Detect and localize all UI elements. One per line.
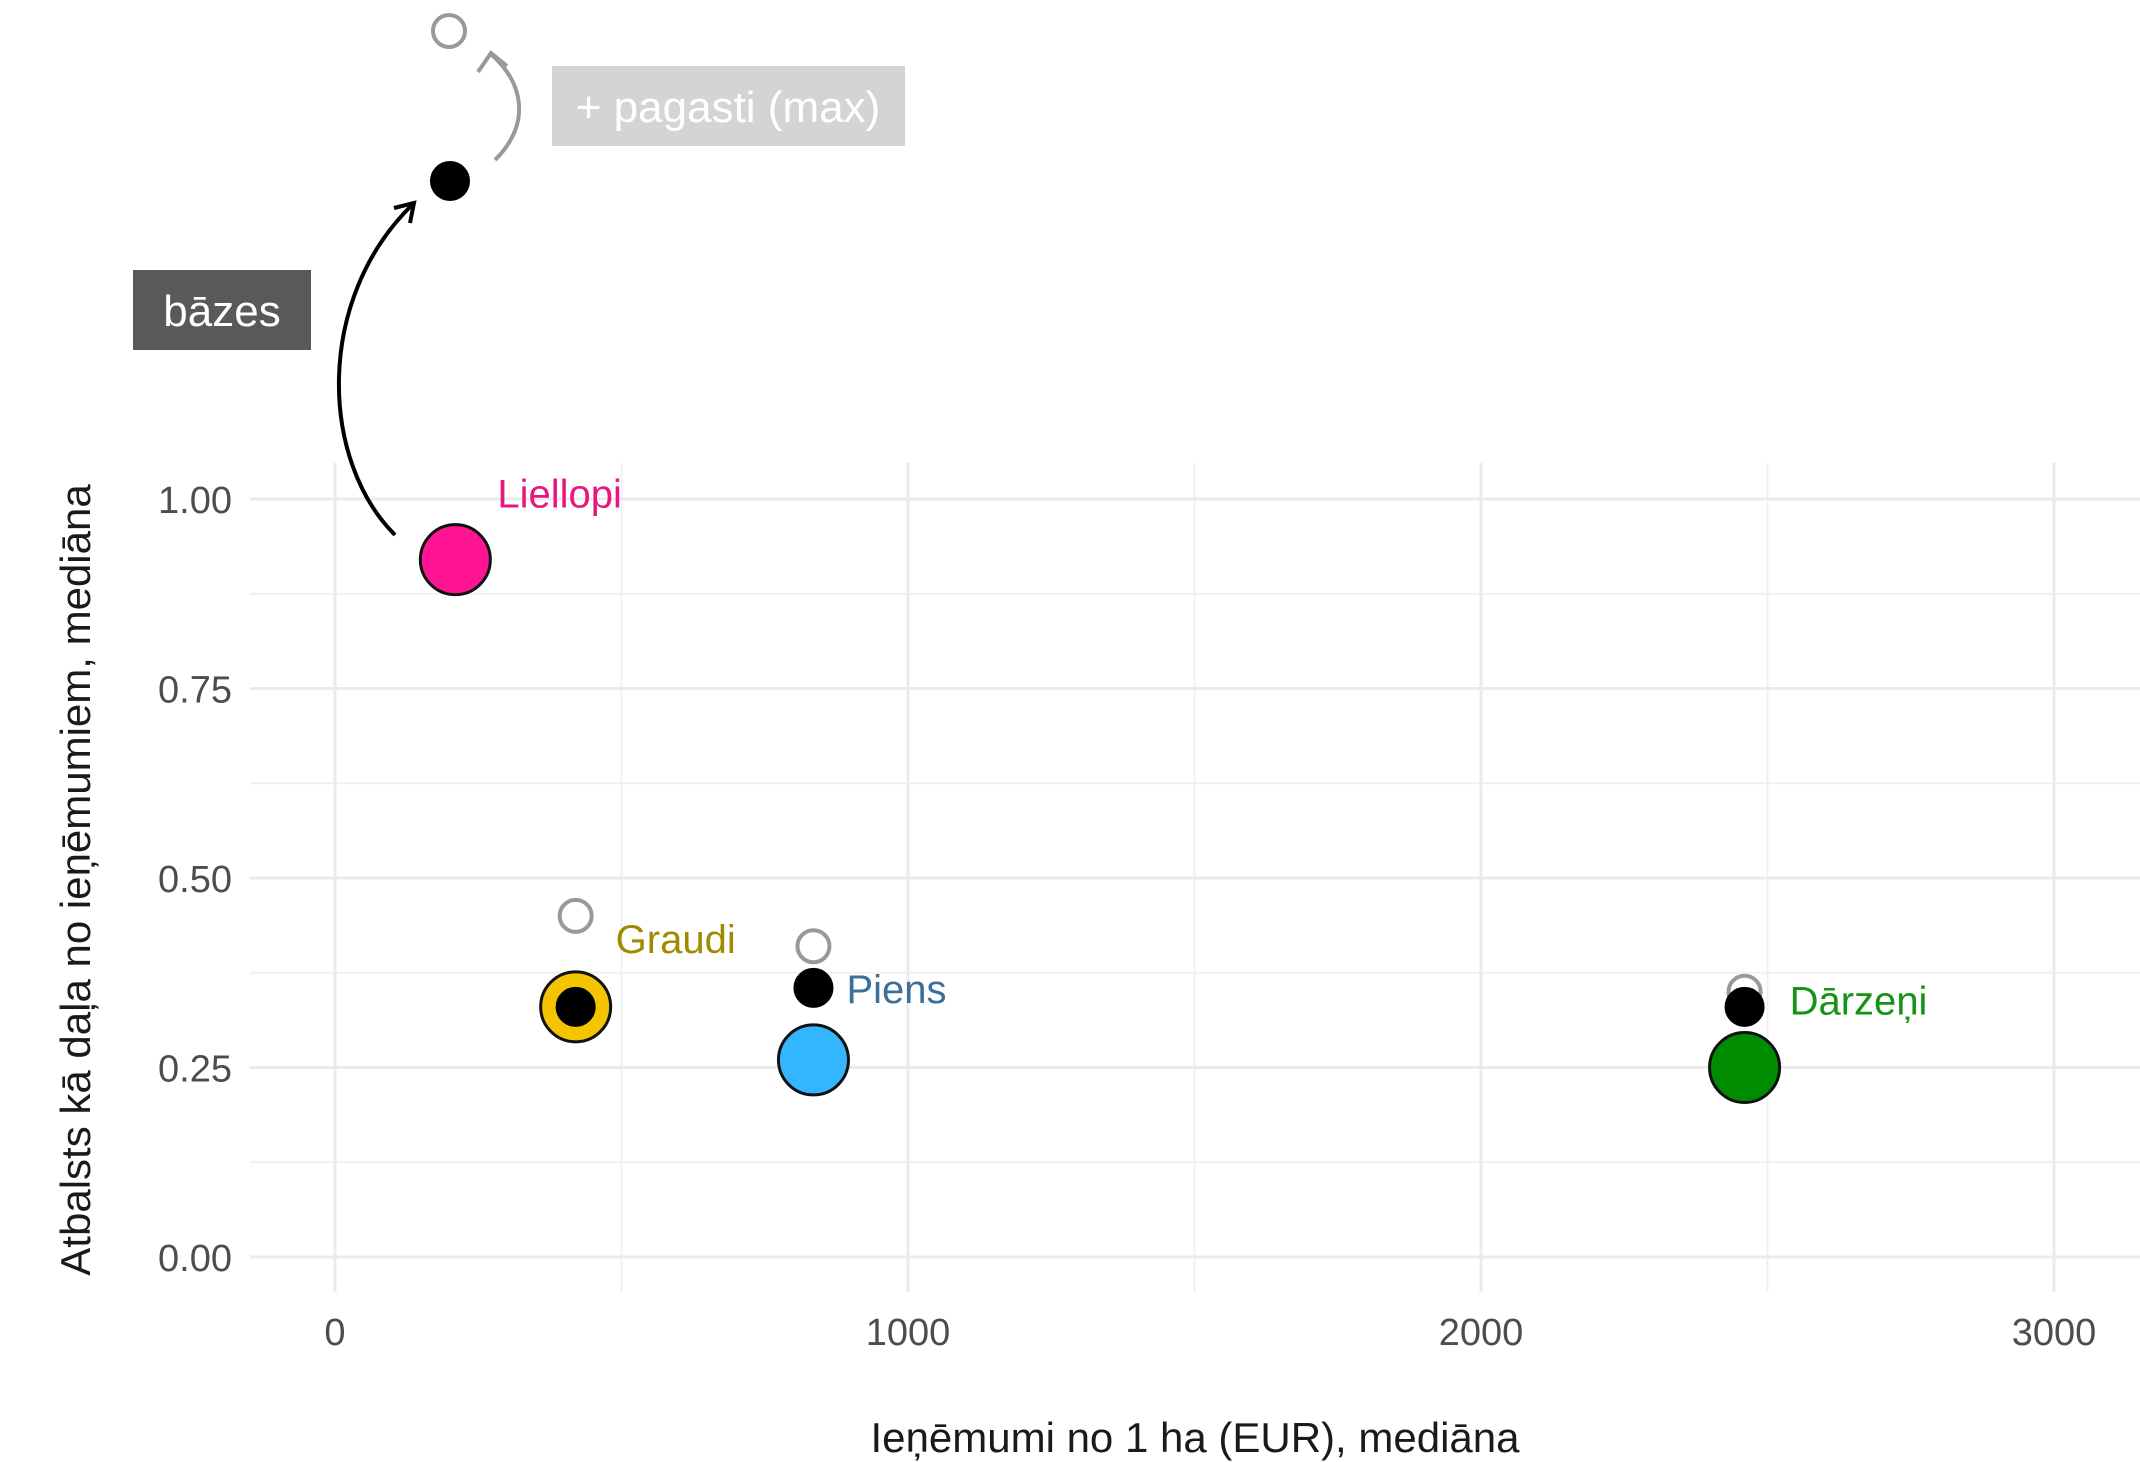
point-base-Dārzeņi bbox=[1724, 986, 1765, 1027]
y-axis-title: Atbalsts kā daļa no ieņēmumiem, mediāna bbox=[52, 484, 99, 1276]
y-tick-label: 0.50 bbox=[158, 859, 232, 901]
legend-base-arrow bbox=[336, 203, 414, 537]
y-tick-label: 0.00 bbox=[158, 1238, 232, 1280]
legend-max-box bbox=[552, 66, 905, 146]
y-tick-label: 1.00 bbox=[158, 480, 232, 522]
x-tick-label: 2000 bbox=[1439, 1312, 1524, 1354]
axis-ticks: 0 1000 2000 3000 0.00 0.25 0.50 0.75 1.00 bbox=[158, 480, 2096, 1354]
point-base-Graudi bbox=[555, 986, 596, 1027]
series-label-Graudi: Graudi bbox=[616, 918, 736, 962]
y-tick-label: 0.75 bbox=[158, 670, 232, 712]
x-axis-title: Ieņēmumi no 1 ha (EUR), mediāna bbox=[871, 1414, 1521, 1461]
legend-base-marker bbox=[430, 161, 470, 201]
point-max-Graudi bbox=[557, 897, 594, 934]
y-tick-label: 0.25 bbox=[158, 1049, 232, 1091]
x-tick-label: 1000 bbox=[866, 1312, 951, 1354]
series-label-Dārzeņi: Dārzeņi bbox=[1790, 980, 1928, 1024]
legend-base-box bbox=[133, 270, 311, 350]
legend-max-label: + pagasti (max) bbox=[576, 83, 880, 132]
x-tick-label: 0 bbox=[324, 1312, 345, 1354]
legend-base-label: bāzes bbox=[163, 287, 280, 336]
legend-max-arrow bbox=[490, 53, 521, 162]
data-points: Liellopi Graudi Piens Dārzeņi bbox=[418, 473, 1928, 1104]
x-tick-label: 3000 bbox=[2012, 1312, 2097, 1354]
point-Piens bbox=[776, 1023, 850, 1097]
legend-max-marker bbox=[431, 13, 467, 49]
series-label-Piens: Piens bbox=[846, 968, 946, 1012]
point-Liellopi bbox=[418, 523, 492, 597]
grid-lines bbox=[250, 463, 2140, 1292]
legend-max-arrowhead bbox=[476, 50, 509, 74]
point-max-Piens bbox=[795, 928, 832, 965]
legend: bāzes + pagasti (max) bbox=[133, 13, 905, 537]
point-base-Piens bbox=[793, 967, 834, 1008]
series-label-Liellopi: Liellopi bbox=[497, 473, 622, 517]
point-Dārzeņi bbox=[1708, 1031, 1782, 1104]
legend-base-arrowhead bbox=[393, 200, 417, 224]
